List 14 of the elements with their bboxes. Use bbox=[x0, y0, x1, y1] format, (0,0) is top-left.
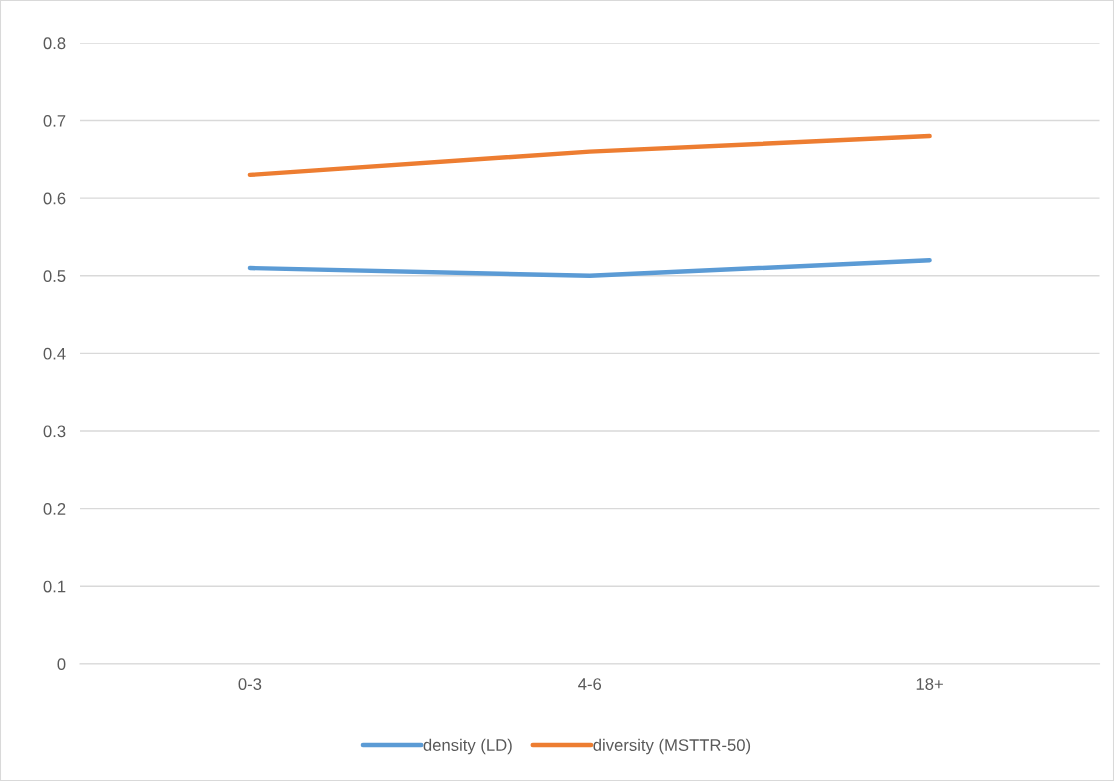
y-tick-label: 0.3 bbox=[43, 425, 66, 438]
y-tick-label: 0.8 bbox=[43, 37, 66, 50]
y-tick-label: 0.7 bbox=[43, 114, 66, 127]
y-tick-label: 0.2 bbox=[43, 503, 66, 515]
x-tick-label: 18+ bbox=[916, 678, 943, 690]
legend-label: diversity (MSTTR-50) bbox=[593, 738, 751, 755]
x-tick-label: 0-3 bbox=[238, 678, 262, 690]
y-tick-label: 0.6 bbox=[43, 192, 66, 205]
y-tick-label: 0.5 bbox=[43, 270, 66, 282]
legend-label: density (LD) bbox=[423, 738, 512, 755]
y-tick-label: 0 bbox=[57, 658, 66, 671]
y-tick-label: 0.4 bbox=[43, 347, 66, 360]
y-tick-label: 0.1 bbox=[43, 580, 66, 593]
x-tick-label: 4-6 bbox=[578, 678, 602, 690]
